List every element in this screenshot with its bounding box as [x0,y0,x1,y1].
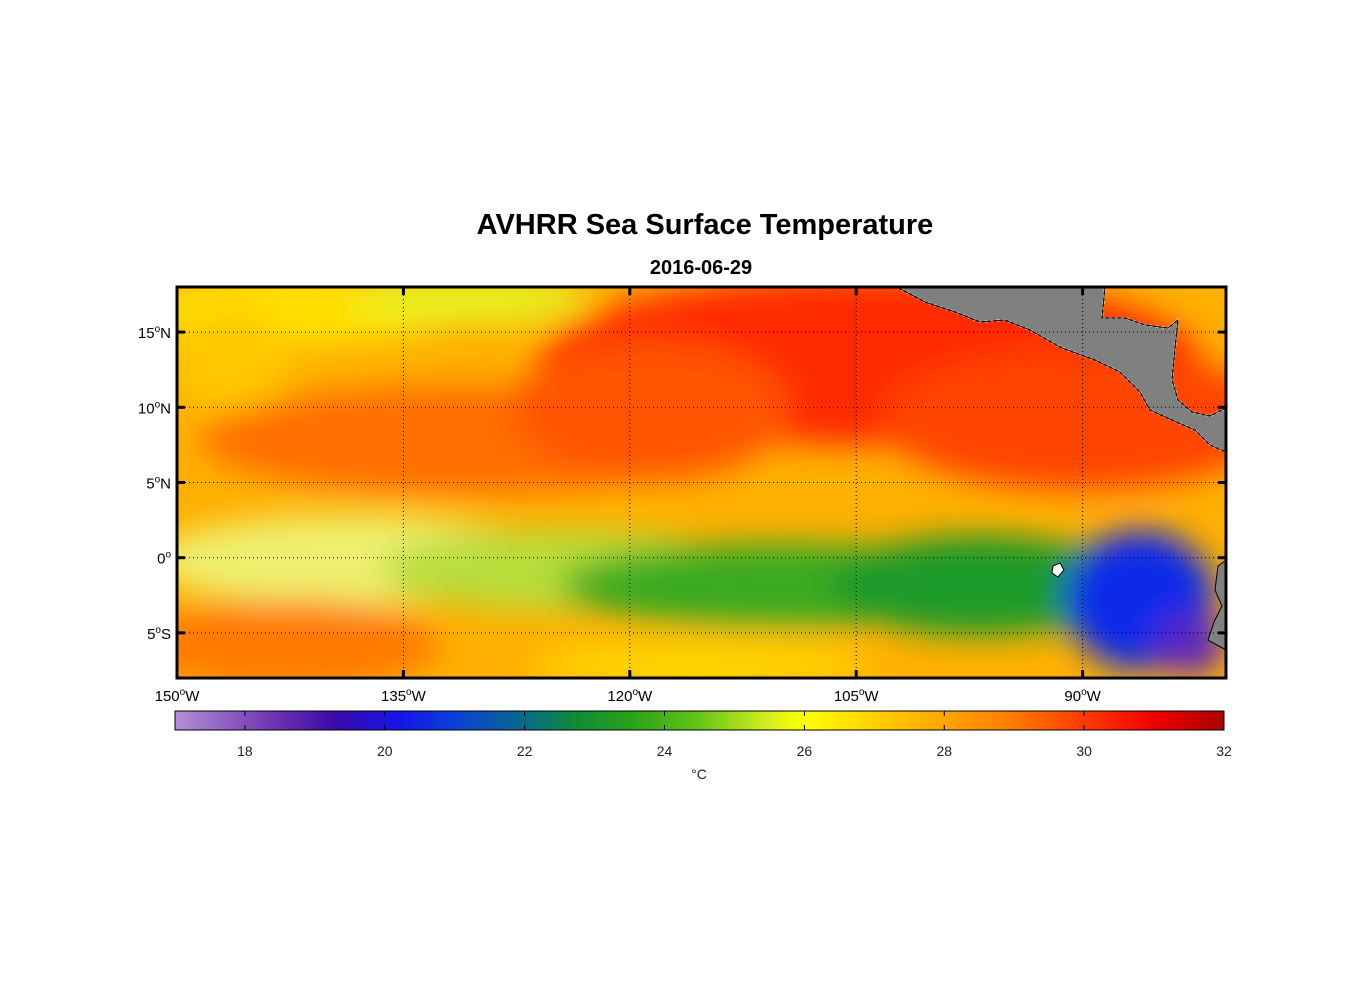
lon-label-degrees: 120 [607,688,632,705]
land-galapagos [1051,562,1065,578]
lat-label: 5oS [147,625,171,643]
lat-label: 5oN [146,475,171,493]
map-gridlines [176,287,1226,678]
lat-label-degrees: 5 [147,626,155,643]
lon-label-hemisphere: W [185,688,200,705]
lon-label: 120oW [607,687,653,705]
colorbar-tick-label: 26 [797,743,813,759]
lon-label-hemisphere: W [864,688,879,705]
land-south-america [1207,559,1226,651]
degree-symbol: o [155,324,161,335]
lon-label: 135oW [381,687,427,705]
sst-patch [177,310,290,410]
longitude-labels: 150oW 135oW 120oW 105oW 90oW [155,687,1102,705]
sst-patch [177,600,440,678]
lon-label-degrees: 135 [381,688,406,705]
lat-label: 10oN [138,399,171,417]
sst-patch [830,535,1130,635]
degree-symbol: o [406,687,412,698]
lon-label: 150oW [155,687,201,705]
colorbar-unit: °C [691,766,707,782]
lon-label-degrees: 105 [834,688,859,705]
chart-subtitle: 2016-06-29 [650,257,752,279]
lon-label-hemisphere: W [638,688,653,705]
lat-label: 0o [157,550,171,568]
land-central-america-outline [896,287,1226,453]
lon-label: 90oW [1064,687,1101,705]
lat-label-degrees: 5 [146,476,154,493]
lat-label-hemisphere: N [160,476,171,493]
lat-label-degrees: 0 [157,551,165,568]
colorbar-tick-label: 18 [237,743,253,759]
colorbar-tick-label: 24 [657,743,673,759]
map-frame [175,285,1228,680]
lon-label-degrees: 90 [1064,688,1081,705]
degree-symbol: o [155,399,161,410]
degree-symbol: o [155,475,161,486]
sst-patch [1155,615,1225,675]
chart-title: AVHRR Sea Surface Temperature [477,209,934,241]
lat-label-hemisphere: N [160,400,171,417]
lon-label-degrees: 150 [155,688,180,705]
lon-label-hemisphere: W [412,688,427,705]
colorbar-tick-label: 28 [936,743,952,759]
colorbar-gradient [174,710,1225,731]
degree-symbol: o [155,625,161,636]
colorbar-tick-label: 22 [517,743,533,759]
sst-patch [350,287,590,325]
colorbar: 18 20 22 24 26 28 30 32 °C [174,710,1232,782]
lat-label-degrees: 10 [138,400,155,417]
colorbar-tick-label: 20 [377,743,393,759]
degree-symbol: o [165,550,171,561]
sst-patch [530,640,870,678]
lat-label-degrees: 15 [138,325,155,342]
lon-label-hemisphere: W [1087,688,1102,705]
colorbar-tick-label: 30 [1076,743,1092,759]
colorbar-ticks: 18 20 22 24 26 28 30 32 [237,711,1232,759]
colorbar-tick-label: 32 [1216,743,1232,759]
lon-label: 105oW [834,687,880,705]
lat-label: 15oN [138,324,171,342]
sst-patch [510,340,790,480]
sst-field [177,287,1226,678]
lat-label-hemisphere: S [161,626,171,643]
degree-symbol: o [1081,687,1087,698]
lat-label-hemisphere: N [160,325,171,342]
degree-symbol: o [180,687,186,698]
degree-symbol: o [632,687,638,698]
degree-symbol: o [859,687,865,698]
